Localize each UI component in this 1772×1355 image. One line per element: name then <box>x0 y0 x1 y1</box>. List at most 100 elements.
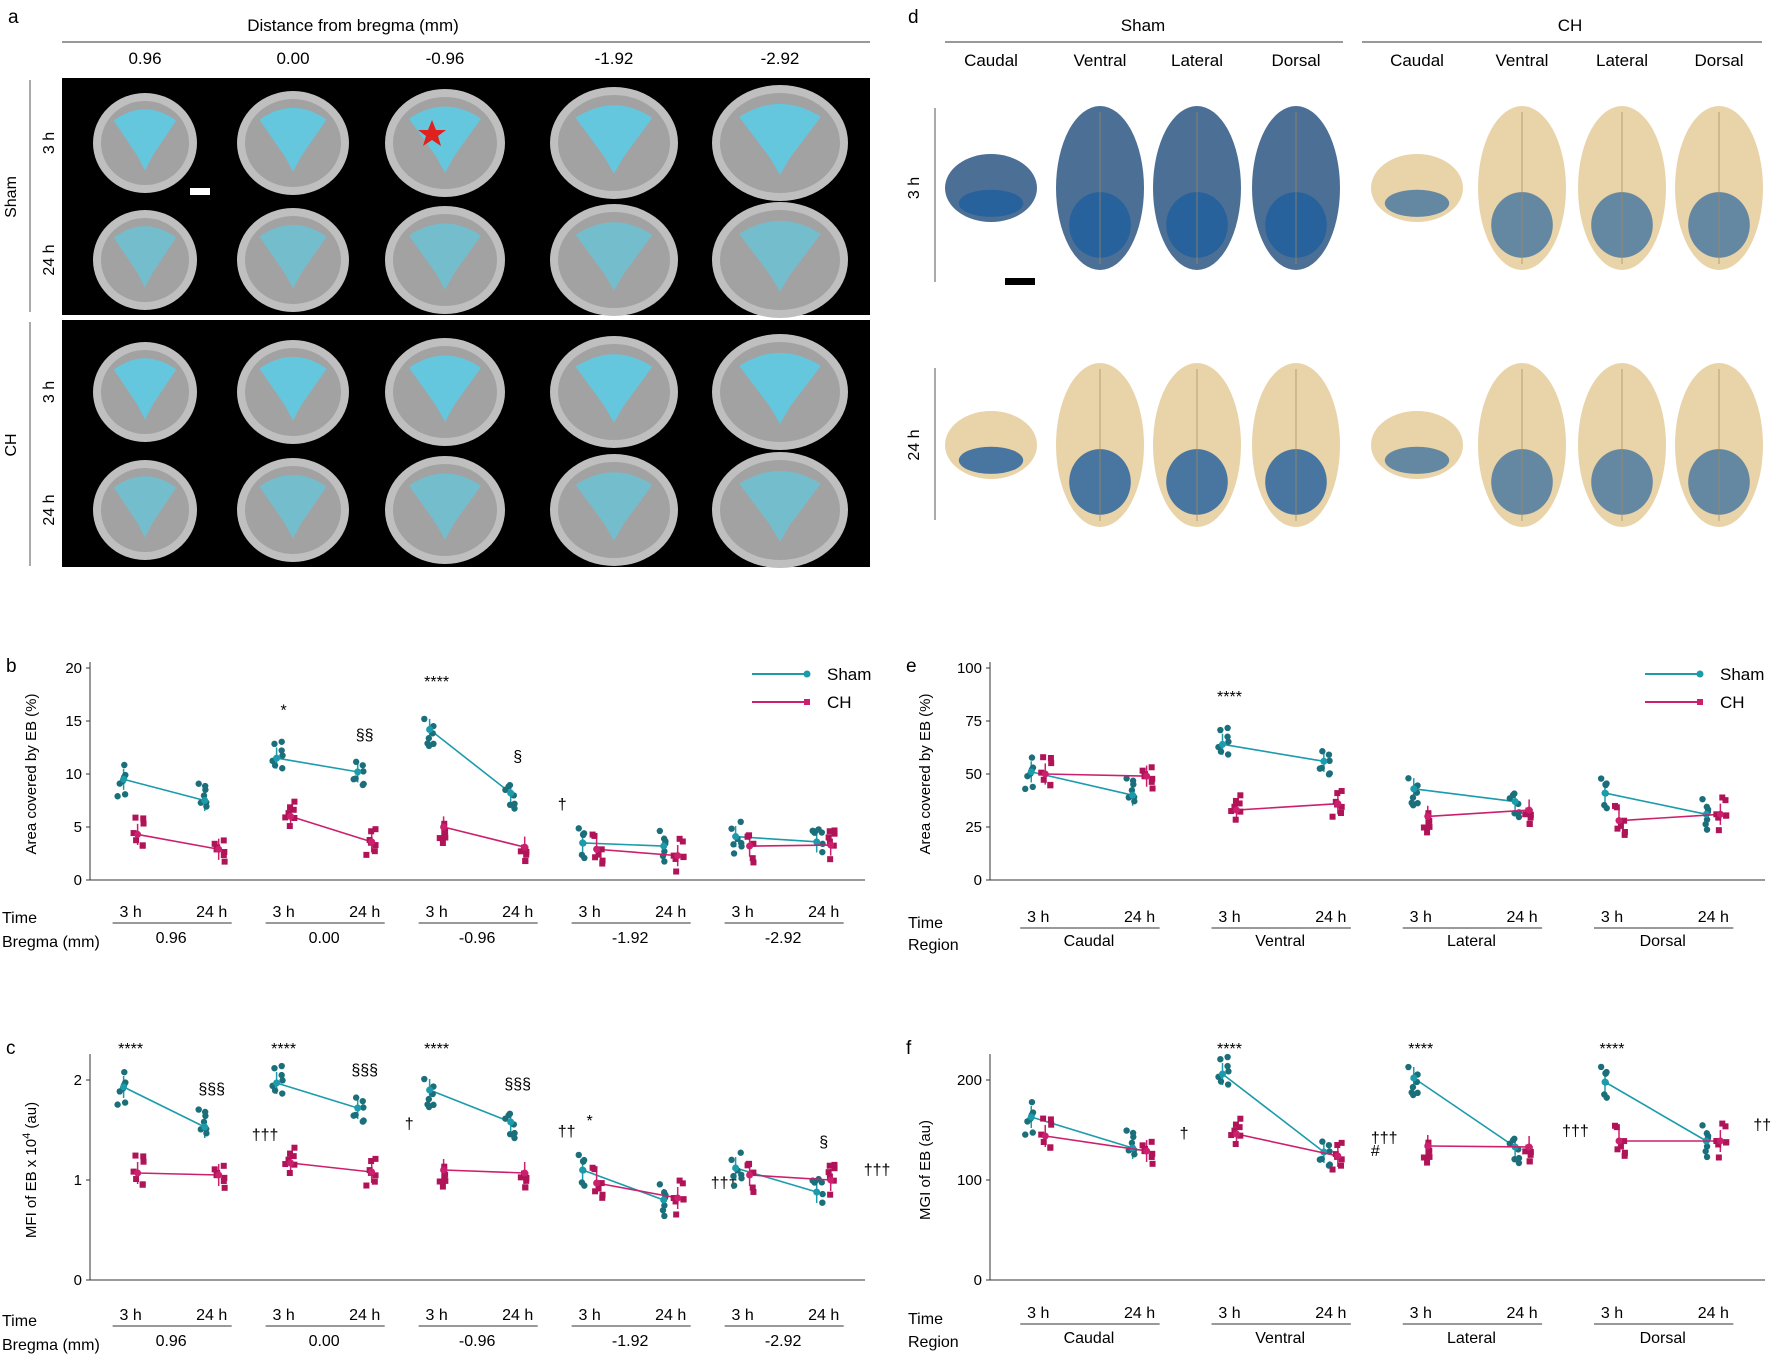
time-label: 24 h <box>1124 1305 1155 1322</box>
time-label: 3 h <box>731 1307 753 1324</box>
group-label: -2.92 <box>765 930 802 947</box>
group-label: Caudal <box>1064 933 1115 950</box>
ch-point <box>436 1178 443 1185</box>
significance-mark: §§§ <box>351 1062 378 1079</box>
significance-mark: ††† <box>1371 1130 1398 1147</box>
ch-point <box>1149 775 1156 782</box>
row-label-group: Region <box>908 1334 959 1351</box>
eb-stain <box>409 473 481 540</box>
panel-d-view-label: Lateral <box>1596 51 1648 70</box>
y-axis-label: MGI of EB (au) <box>917 1120 934 1220</box>
ch-point <box>1329 1166 1336 1173</box>
ch-point <box>439 839 446 846</box>
ch-point <box>1047 1144 1054 1151</box>
significance-mark: **** <box>1217 689 1242 706</box>
ch-point <box>679 838 686 845</box>
ch-point <box>372 842 379 849</box>
sham-point <box>278 738 285 745</box>
ch-point <box>1719 794 1726 801</box>
ch-point <box>1723 1139 1730 1146</box>
sham-point <box>1602 1069 1609 1077</box>
sham-point <box>737 818 744 826</box>
sham-point <box>279 765 286 772</box>
ch-point <box>1338 1139 1345 1146</box>
ch-mean <box>1615 1137 1623 1145</box>
ch-mean <box>215 845 223 853</box>
ch-point <box>673 1211 680 1218</box>
significance-mark: * <box>586 1113 592 1130</box>
ch-point <box>1426 817 1433 824</box>
panel-d-view-label: Dorsal <box>1694 51 1743 70</box>
ch-point <box>1139 767 1146 774</box>
sham-point <box>1123 775 1130 782</box>
time-label: 3 h <box>272 904 294 921</box>
sham-point <box>575 1151 582 1159</box>
ch-point <box>139 842 146 849</box>
sham-mean <box>732 1164 740 1172</box>
ch-point <box>291 814 298 821</box>
ch-point <box>436 835 443 842</box>
y-tick-label: 20 <box>65 660 82 677</box>
time-label: 24 h <box>1315 1305 1346 1322</box>
sham-mean <box>120 1083 128 1091</box>
ch-point <box>132 814 139 821</box>
eb-stain <box>113 358 177 420</box>
ch-point <box>363 851 370 858</box>
ch-point <box>673 868 680 875</box>
group-label: Dorsal <box>1640 1330 1686 1347</box>
ch-point <box>672 855 679 862</box>
ch-point <box>372 826 379 833</box>
row-label-time: Time <box>908 1311 943 1328</box>
sham-point <box>738 1175 745 1182</box>
sham-point <box>360 768 367 775</box>
significance-mark: **** <box>1600 1041 1625 1058</box>
y-tick-label: 50 <box>965 766 982 783</box>
ch-point <box>1621 1138 1628 1145</box>
time-label: 3 h <box>578 1307 600 1324</box>
ch-point <box>1047 1116 1054 1123</box>
ch-point <box>442 1171 449 1178</box>
panel-d-scale-bar <box>1005 278 1035 285</box>
sham-point <box>511 800 518 807</box>
ch-point <box>1236 1124 1243 1131</box>
ch-point <box>132 1152 139 1159</box>
legend-sham-marker <box>803 670 811 678</box>
ch-mean <box>1424 812 1432 820</box>
ch-point <box>1526 1158 1533 1165</box>
ch-point <box>1040 1139 1047 1146</box>
sham-mean <box>1410 785 1418 793</box>
group-label: -1.92 <box>612 1333 649 1350</box>
ch-point <box>221 848 228 855</box>
significance-mark: ††† <box>711 1175 738 1192</box>
sham-point <box>575 825 582 832</box>
sham-line <box>1604 792 1707 816</box>
sham-point <box>424 1101 431 1108</box>
ch-point <box>1522 1148 1529 1155</box>
ch-line <box>1618 813 1721 822</box>
sham-point <box>1414 1089 1421 1097</box>
dye-region <box>1384 446 1450 474</box>
sham-point <box>195 780 202 787</box>
sham-mean <box>1601 1078 1609 1086</box>
ch-mean <box>134 830 142 838</box>
sham-point <box>360 1104 367 1111</box>
ch-mean <box>134 1169 142 1177</box>
chart-f: f 0 100 200 MGI of EB (au) 3 h 24 h Caudal † 3 h 2… <box>906 1038 1772 1351</box>
sham-point <box>430 740 437 748</box>
ch-point <box>825 1169 832 1176</box>
sham-point <box>1131 798 1138 805</box>
ch-point <box>750 840 757 847</box>
ch-point <box>1426 823 1433 830</box>
time-label: 24 h <box>1698 909 1729 926</box>
ch-point <box>680 1196 687 1203</box>
sham-point <box>1408 1089 1415 1096</box>
ch-point <box>599 1191 606 1198</box>
sham-point <box>203 1130 210 1137</box>
sham-point <box>506 1110 514 1117</box>
ch-line <box>749 844 831 847</box>
sham-point <box>359 1097 366 1105</box>
ch-mean <box>521 1169 529 1177</box>
time-label: 24 h <box>196 904 227 921</box>
sham-point <box>1699 1122 1706 1129</box>
ch-mean <box>827 1176 835 1184</box>
